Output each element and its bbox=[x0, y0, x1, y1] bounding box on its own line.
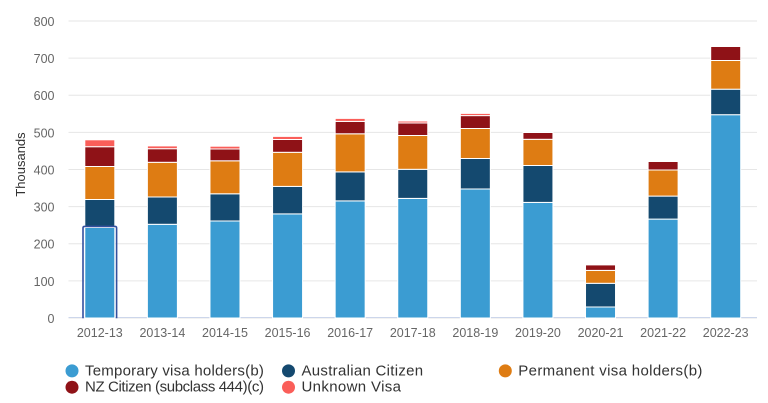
svg-text:700: 700 bbox=[34, 52, 55, 66]
svg-text:2021-22: 2021-22 bbox=[640, 326, 686, 340]
svg-text:Temporary visa holders(b): Temporary visa holders(b) bbox=[85, 362, 264, 379]
svg-text:300: 300 bbox=[34, 201, 55, 215]
svg-text:2018-19: 2018-19 bbox=[452, 326, 498, 340]
svg-text:400: 400 bbox=[34, 163, 55, 177]
svg-text:2012-13: 2012-13 bbox=[77, 326, 123, 340]
svg-text:2017-18: 2017-18 bbox=[390, 326, 436, 340]
svg-text:800: 800 bbox=[34, 15, 55, 29]
svg-text:100: 100 bbox=[34, 275, 55, 289]
svg-text:2020-21: 2020-21 bbox=[578, 326, 624, 340]
svg-text:2015-16: 2015-16 bbox=[265, 326, 311, 340]
svg-text:2019-20: 2019-20 bbox=[515, 326, 561, 340]
svg-text:2016-17: 2016-17 bbox=[327, 326, 373, 340]
svg-text:NZ Citizen (subclass 444)(c): NZ Citizen (subclass 444)(c) bbox=[85, 379, 264, 396]
svg-text:2014-15: 2014-15 bbox=[202, 326, 248, 340]
svg-text:Thousands: Thousands bbox=[13, 132, 28, 197]
svg-text:500: 500 bbox=[34, 126, 55, 140]
svg-text:Australian Citizen: Australian Citizen bbox=[302, 362, 424, 379]
svg-text:2022-23: 2022-23 bbox=[703, 326, 749, 340]
svg-text:600: 600 bbox=[34, 89, 55, 103]
svg-text:0: 0 bbox=[48, 312, 55, 326]
svg-text:200: 200 bbox=[34, 238, 55, 252]
svg-text:Unknown Visa: Unknown Visa bbox=[302, 379, 402, 396]
svg-text:2013-14: 2013-14 bbox=[139, 326, 185, 340]
svg-text:Permanent visa holders(b): Permanent visa holders(b) bbox=[518, 362, 702, 379]
